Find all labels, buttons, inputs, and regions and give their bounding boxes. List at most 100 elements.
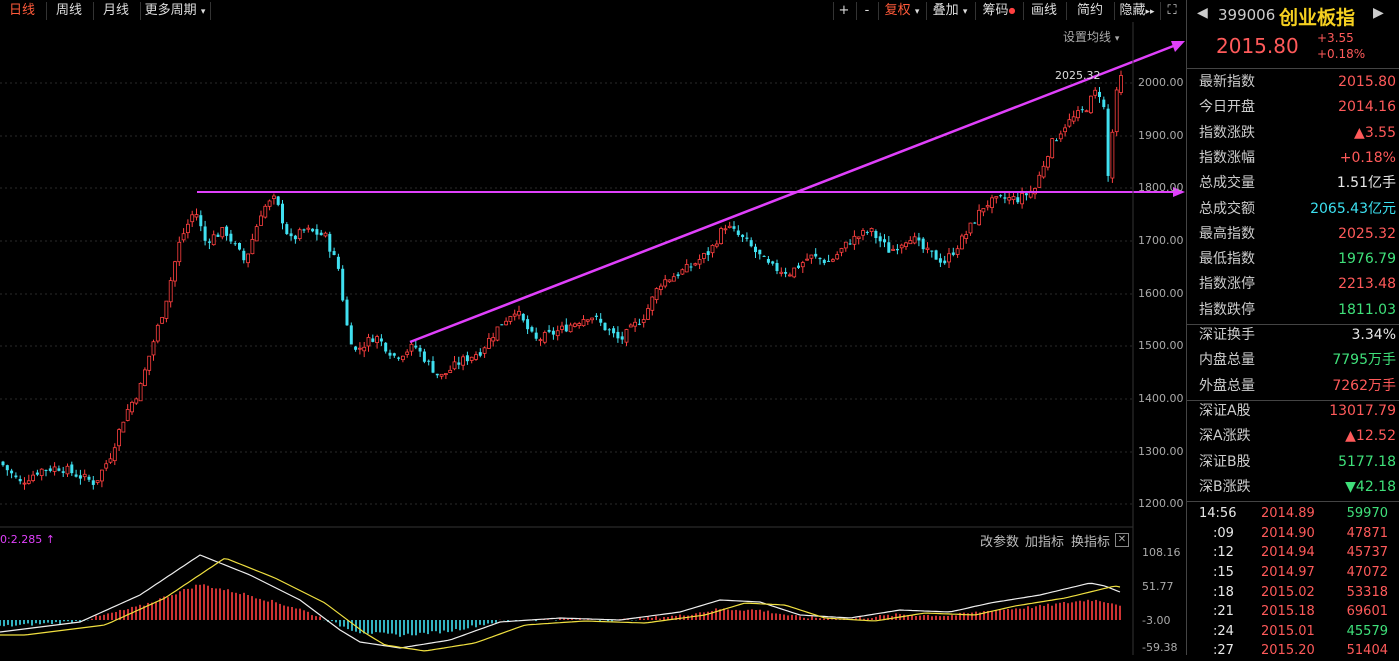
candle [160, 316, 165, 324]
switch-indicator-button[interactable]: 换指标 [1071, 535, 1111, 550]
candle [835, 251, 840, 261]
candle [702, 252, 706, 264]
tab-monthly[interactable]: 月线 [102, 3, 129, 18]
draw-button[interactable]: 画线 [1030, 3, 1057, 18]
candle [233, 241, 237, 246]
candle [500, 324, 504, 326]
candle [960, 233, 964, 250]
zoom-out-button[interactable]: - [864, 3, 870, 18]
candle [366, 333, 371, 352]
stat-row: 指数涨停 2213.48 [1199, 272, 1396, 297]
candle [921, 237, 925, 253]
tab-weekly[interactable]: 周线 [55, 3, 82, 18]
candle [371, 334, 375, 343]
prev-arrow-icon[interactable]: ◀ [1197, 5, 1208, 21]
candle [727, 221, 732, 229]
candle [526, 315, 530, 335]
close-icon[interactable]: ✕ [1115, 533, 1129, 547]
candle [968, 222, 973, 236]
candle [732, 221, 736, 232]
zoom-in-button[interactable]: + [838, 3, 850, 18]
candle [891, 245, 895, 251]
candle [641, 314, 646, 328]
candle [809, 254, 814, 264]
hide-label: 隐藏 [1119, 3, 1146, 18]
candle [827, 254, 831, 262]
candle [861, 228, 865, 241]
candle [14, 472, 18, 479]
indicator-value-label: 0:2.285 ↑ [0, 533, 55, 546]
candle [293, 234, 297, 244]
candle [714, 240, 719, 249]
candle [1102, 96, 1106, 110]
candle [934, 249, 938, 260]
divider [1187, 501, 1399, 503]
dif-line [0, 554, 1121, 649]
candle [199, 210, 203, 232]
stat-row: 最新指数 2015.80 [1199, 70, 1396, 95]
tick-time: :21 [1213, 604, 1234, 620]
candle [465, 351, 469, 365]
candle [194, 208, 199, 221]
simple-button[interactable]: 简约 [1076, 3, 1103, 18]
candle [1106, 104, 1110, 182]
candle [555, 325, 560, 341]
candle [899, 243, 904, 254]
chips-button[interactable]: 筹码● [976, 0, 1022, 22]
expand-icon[interactable]: ⛶ [1167, 3, 1177, 18]
chevron-down-icon: ▾ [200, 7, 206, 17]
tab-more-periods[interactable]: 更多周期 ▾ [141, 0, 209, 22]
macd-panel [0, 554, 1121, 652]
candle [869, 227, 874, 237]
hide-button[interactable]: 隐藏▸▸ [1115, 0, 1159, 22]
candle [388, 349, 392, 359]
candle [177, 236, 182, 266]
adjust-button[interactable]: 复权 ▾ [879, 0, 925, 22]
candle [1098, 86, 1101, 103]
candle [620, 331, 624, 345]
ma-settings-button[interactable]: 设置均线 ▾ [1063, 28, 1119, 45]
candle [125, 404, 130, 422]
candle [577, 321, 582, 329]
candle [117, 428, 121, 452]
candle [1114, 86, 1119, 137]
stat-label: 指数涨跌 [1199, 124, 1255, 141]
candle [1071, 110, 1076, 125]
change-params-button[interactable]: 改参数 [980, 535, 1020, 550]
tick-price: 2014.89 [1261, 506, 1315, 522]
candle [504, 317, 509, 326]
overlay-button[interactable]: 叠加 ▾ [927, 0, 973, 22]
candle [797, 262, 800, 270]
candle [616, 326, 620, 343]
add-indicator-button[interactable]: 加指标 [1025, 535, 1065, 550]
candle [581, 315, 586, 327]
more-periods-label: 更多周期 [144, 3, 197, 18]
candle [779, 267, 784, 277]
candle [985, 200, 990, 211]
candle [379, 334, 383, 346]
kline-chart[interactable] [0, 0, 1185, 655]
candle [904, 241, 908, 250]
candle [1046, 155, 1050, 171]
candle [121, 421, 126, 433]
candle [585, 319, 590, 326]
period-toolbar: 日线 周线 月线 更多周期 ▾ + - 复权 ▾ 叠加 ▾ 筹码● 画线 简约 … [0, 0, 1185, 22]
candle [736, 225, 740, 237]
candle [955, 245, 960, 258]
candle [26, 474, 31, 485]
next-arrow-icon[interactable]: ▶ [1373, 5, 1384, 21]
candle [568, 322, 573, 333]
stat-value: 7795万手 [1332, 352, 1396, 369]
stat-value: 2015.80 [1338, 74, 1396, 90]
candle [676, 272, 680, 279]
candle [147, 355, 152, 376]
candle [590, 317, 594, 324]
tick-price: 2015.20 [1261, 643, 1315, 659]
stat-row: 总成交量 1.51亿手 [1199, 171, 1396, 196]
tab-daily[interactable]: 日线 [8, 3, 35, 18]
candle [48, 465, 52, 473]
candle [1041, 160, 1046, 179]
price-axis-label: 1400.00 [1138, 392, 1184, 405]
stat-label: 最低指数 [1199, 251, 1255, 268]
candle [362, 341, 367, 358]
